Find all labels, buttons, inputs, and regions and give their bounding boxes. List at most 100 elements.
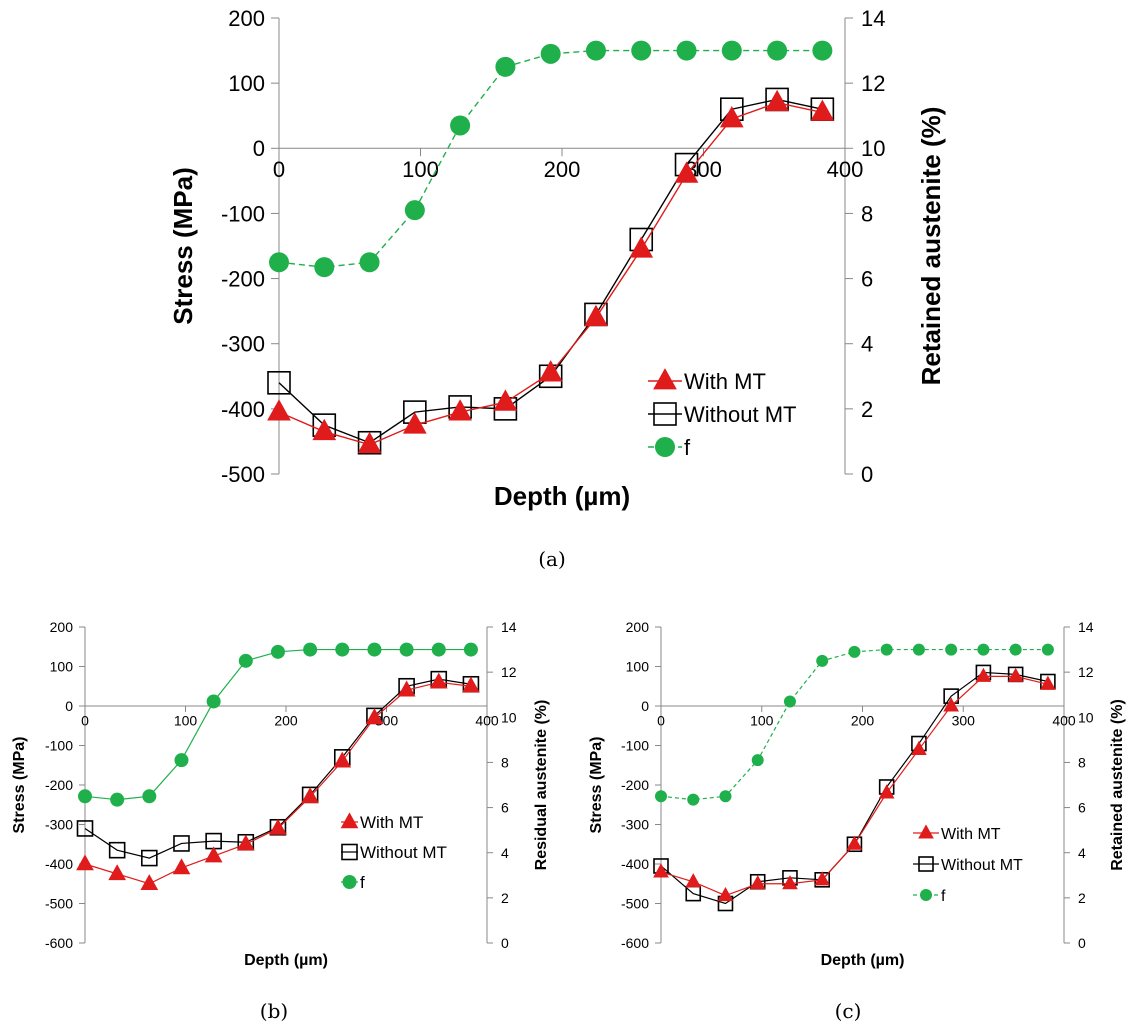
legend-marker-square <box>341 843 358 861</box>
y2-axis-title: Retained austenite (%) <box>916 107 946 386</box>
legend-marker-triangle <box>653 368 677 390</box>
chart-panel-3: -600 -500 -400 -300 -200 -100 0 100 200 0 2 4 6 8 10 12… <box>588 619 1126 1023</box>
data-point-circle <box>719 790 732 803</box>
series-without-mt <box>76 670 480 867</box>
x-tick-label: 100 <box>402 157 439 182</box>
x-tick-label: 200 <box>544 157 581 182</box>
data-point-circle <box>783 695 796 708</box>
legend-marker-square <box>653 402 677 426</box>
data-point-circle <box>174 753 189 768</box>
data-point-circle <box>238 653 253 668</box>
x-axis-title: Depth (µm) <box>494 481 630 511</box>
data-point-triangle <box>674 161 699 183</box>
data-point-circle <box>687 793 700 806</box>
data-point-triangle <box>1007 667 1024 682</box>
legend: With MT Without MT f <box>648 368 796 460</box>
x-tick-label: 400 <box>1052 712 1076 728</box>
y2-tick-label: 8 <box>501 754 509 770</box>
series-without-mt <box>267 87 835 455</box>
data-point-triangle <box>653 863 669 878</box>
y2-tick-label: 2 <box>861 397 873 422</box>
y2-tick-label: 0 <box>1078 935 1086 951</box>
data-point-triangle <box>267 399 291 421</box>
data-point-circle <box>631 40 652 61</box>
data-point-circle <box>812 40 833 61</box>
chart-panel-1: -500 -400 -300 -200 -100 0 100 200 0 2 4 6 8 10 12 14 0 1… <box>168 6 946 571</box>
data-point-circle <box>367 642 382 657</box>
data-point-circle <box>977 643 990 656</box>
x-tick-label: 200 <box>274 712 298 728</box>
data-point-triangle <box>236 834 255 851</box>
legend-marker-circle <box>920 889 932 901</box>
data-point-triangle <box>584 304 608 327</box>
data-point-circle <box>721 40 742 61</box>
y-tick-label: 0 <box>253 136 265 161</box>
data-point-triangle <box>629 236 654 258</box>
y-tick-label: -200 <box>621 777 649 793</box>
data-point-triangle <box>402 412 427 434</box>
x-tick-label: 400 <box>475 712 499 728</box>
y2-tick-label: 0 <box>501 935 509 951</box>
legend-label: With MT <box>684 369 766 394</box>
y-tick-label: -100 <box>221 201 265 226</box>
series-f <box>78 642 478 807</box>
data-point-circle <box>463 642 478 657</box>
data-point-circle <box>767 40 788 61</box>
data-point-square <box>141 849 158 867</box>
data-point-triangle <box>397 680 416 697</box>
data-point-circle <box>335 642 350 657</box>
data-point-circle <box>655 790 667 803</box>
y2-tick-label: 10 <box>861 136 885 161</box>
legend-marker-triangle <box>340 812 359 829</box>
y-axis-title: Stress (MPa) <box>588 737 605 834</box>
data-point-triangle <box>538 360 563 382</box>
data-point-triangle <box>462 676 480 693</box>
y-tick-label: -400 <box>621 856 649 872</box>
y-tick-label: 200 <box>50 619 74 635</box>
data-point-circle <box>359 252 380 273</box>
y2-tick-label: 14 <box>861 6 885 31</box>
y-tick-label: -400 <box>221 397 265 422</box>
data-point-triangle <box>1040 675 1056 690</box>
x-tick-label: 400 <box>827 157 864 182</box>
y-tick-label: -500 <box>621 896 649 912</box>
x-axis-title: Depth (µm) <box>244 952 328 969</box>
y-tick-label: 100 <box>50 659 74 675</box>
data-point-triangle <box>312 418 337 441</box>
legend-label: With MT <box>941 826 1001 843</box>
y-axis-title: Stress (MPa) <box>11 737 28 834</box>
data-point-circle <box>1041 643 1054 656</box>
legend-label: f <box>684 435 691 460</box>
x-tick-label: 0 <box>81 712 89 728</box>
legend-label: Without MT <box>941 857 1023 874</box>
data-point-triangle <box>493 389 518 411</box>
data-point-triangle <box>76 854 94 871</box>
data-point-circle <box>816 654 829 667</box>
legend-marker-square <box>918 856 934 872</box>
y-tick-label: -100 <box>45 738 73 754</box>
y-tick-label: 100 <box>626 659 650 675</box>
legend-label: With MT <box>360 813 423 832</box>
data-point-triangle <box>717 887 734 902</box>
y-tick-label: -500 <box>221 462 265 487</box>
data-point-triangle <box>943 697 960 712</box>
legend-label: Without MT <box>684 402 796 427</box>
data-point-circle <box>142 789 157 804</box>
y-tick-label: -300 <box>621 817 649 833</box>
data-point-triangle <box>878 784 895 799</box>
y2-tick-label: 6 <box>1078 800 1086 816</box>
data-point-circle <box>1009 643 1022 656</box>
y2-tick-label: 6 <box>861 266 873 291</box>
data-point-square <box>108 841 126 859</box>
y2-tick-label: 6 <box>501 800 509 816</box>
y2-axis-title: Residual austenite (%) <box>533 700 550 871</box>
data-point-circle <box>404 200 425 221</box>
y2-tick-label: 14 <box>501 619 517 635</box>
y2-tick-label: 4 <box>861 332 873 357</box>
legend-marker-circle <box>655 437 675 457</box>
y-tick-label: -300 <box>221 332 265 357</box>
data-point-triangle <box>911 740 927 755</box>
y-tick-label: 0 <box>641 698 649 714</box>
data-point-triangle <box>765 89 789 112</box>
